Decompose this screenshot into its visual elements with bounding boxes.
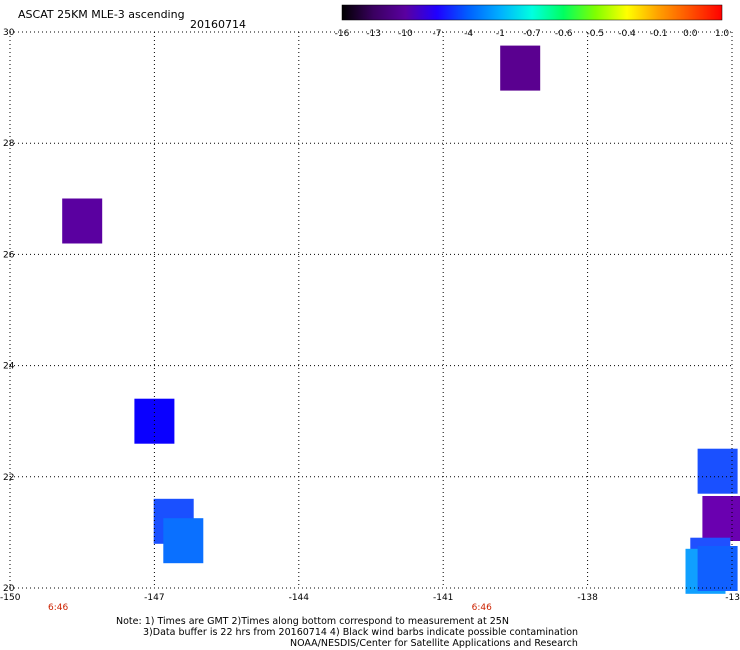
colorbar-gradient <box>341 4 723 21</box>
x-tick-label: -144 <box>289 593 310 603</box>
y-tick-label: 30 <box>3 28 15 38</box>
chart-date: 20160714 <box>190 18 246 31</box>
wind-cell <box>62 198 103 244</box>
colorbar-label: -0.6 <box>555 29 573 39</box>
colorbar-label: -7 <box>433 29 442 39</box>
wind-cell <box>697 448 738 494</box>
wind-cell <box>697 546 738 591</box>
colorbar-label: -10 <box>398 29 413 39</box>
footer-note-line2: 3)Data buffer is 22 hrs from 20160714 4)… <box>143 627 579 638</box>
colorbar-label: -4 <box>464 29 473 39</box>
x-tick-label: -141 <box>433 593 453 603</box>
wind-cell <box>163 518 204 564</box>
y-tick-label: 24 <box>3 362 15 372</box>
x-tick-label: -13 <box>725 593 740 603</box>
colorbar-label: -0.5 <box>587 29 605 39</box>
x-tick-label: -138 <box>577 593 598 603</box>
footer-note-line1: Note: 1) Times are GMT 2)Times along bot… <box>116 616 509 627</box>
colorbar-label: 0.0 <box>683 29 698 39</box>
wind-cell <box>702 496 740 541</box>
wind-cell <box>500 45 541 91</box>
x-tick-label: -150 <box>0 593 21 603</box>
colorbar-label: -0.4 <box>618 29 636 39</box>
colorbar-label: -1 <box>496 29 505 39</box>
y-tick-label: 22 <box>3 473 14 483</box>
colorbar-label: -16 <box>335 29 350 39</box>
time-label: 6:46 <box>472 603 492 613</box>
colorbar-label: -13 <box>366 29 381 39</box>
y-tick-label: 20 <box>3 584 15 594</box>
footer-credit: NOAA/NESDIS/Center for Satellite Applica… <box>290 638 578 649</box>
colorbar-label: -0.1 <box>650 29 668 39</box>
time-label: 6:46 <box>48 603 68 613</box>
y-tick-label: 28 <box>3 139 15 149</box>
colorbar-label: 1.0 <box>715 29 730 39</box>
colorbar: -16 -13 -10 -7 -4 -1 -0.7 -0.6 -0.5 -0.4 -0.1 0.0 1.… <box>335 4 730 39</box>
colorbar-label: -0.7 <box>523 29 541 39</box>
x-tick-label: -147 <box>144 593 164 603</box>
y-tick-label: 26 <box>3 250 15 260</box>
chart-title: ASCAT 25KM MLE-3 ascending <box>18 8 185 21</box>
